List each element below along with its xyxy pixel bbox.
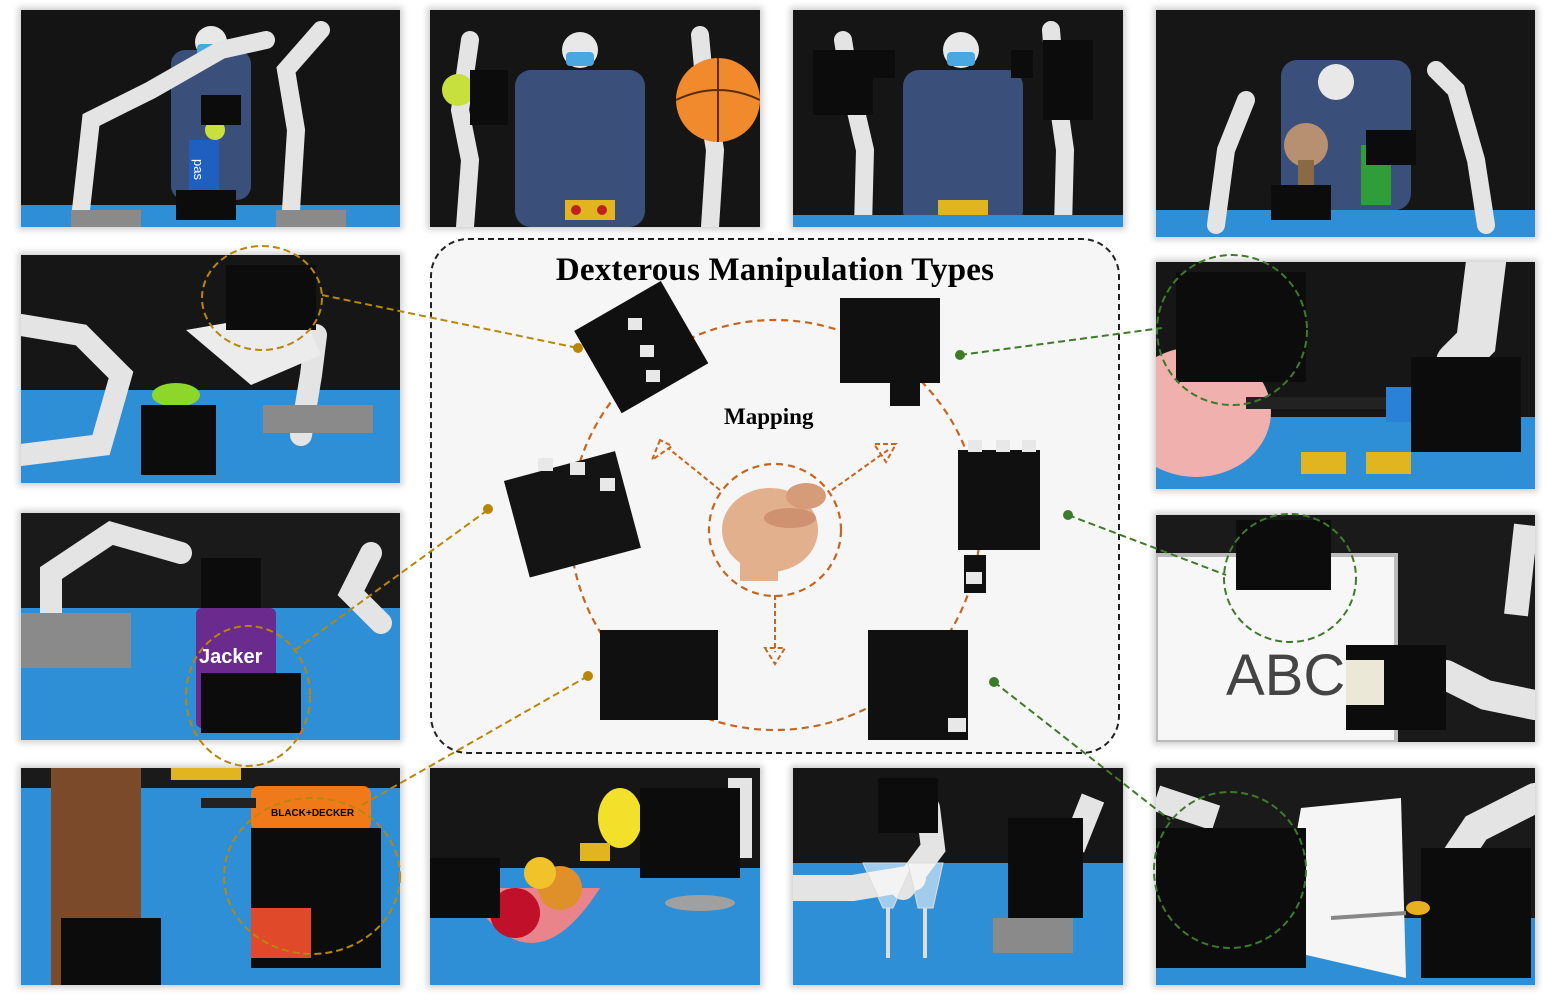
robot-arm-photo-icon bbox=[21, 255, 400, 483]
robot-arm-photo-icon bbox=[1156, 10, 1535, 237]
photo-grasp-cup: Jacker bbox=[21, 513, 400, 740]
cup-text: Jacker bbox=[199, 646, 263, 668]
photo-teleop-flower-bottle bbox=[1156, 10, 1535, 237]
photo-teleop-bag-lift: pas bbox=[21, 10, 400, 227]
robot-arm-photo-icon: ABC bbox=[1156, 515, 1535, 742]
robot-arm-photo-icon: BLACK+DECKER bbox=[21, 768, 400, 985]
center-panel: Dexterous Manipulation Types bbox=[430, 238, 1120, 754]
mapping-label: Mapping bbox=[724, 404, 814, 429]
robot-arm-photo-icon: Jacker bbox=[21, 513, 400, 740]
photo-wine-glass bbox=[793, 768, 1123, 985]
drill-text: BLACK+DECKER bbox=[271, 808, 355, 819]
center-title: Dexterous Manipulation Types bbox=[555, 252, 995, 288]
photo-fruit-bowl bbox=[430, 768, 760, 985]
bag-text: pas bbox=[191, 159, 206, 180]
robot-arm-photo-icon bbox=[430, 10, 760, 227]
photo-teleop-open-hands bbox=[793, 10, 1123, 227]
robot-arm-photo-icon bbox=[1156, 768, 1535, 985]
photo-paper-scissors bbox=[1156, 768, 1535, 985]
photo-teleop-ball-toss bbox=[430, 10, 760, 227]
photo-balloon-pinch bbox=[1156, 262, 1535, 489]
photo-pour-water bbox=[21, 255, 400, 483]
photo-drill-grip: BLACK+DECKER bbox=[21, 768, 400, 985]
robot-arm-photo-icon bbox=[430, 768, 760, 985]
robot-arm-photo-icon bbox=[793, 10, 1123, 227]
photo-whiteboard-write: ABC bbox=[1156, 515, 1535, 742]
robot-arm-photo-icon bbox=[1156, 262, 1535, 489]
whiteboard-writing: ABC bbox=[1226, 643, 1345, 708]
robot-arm-photo-icon: pas bbox=[21, 10, 400, 227]
robot-arm-photo-icon bbox=[793, 768, 1123, 985]
